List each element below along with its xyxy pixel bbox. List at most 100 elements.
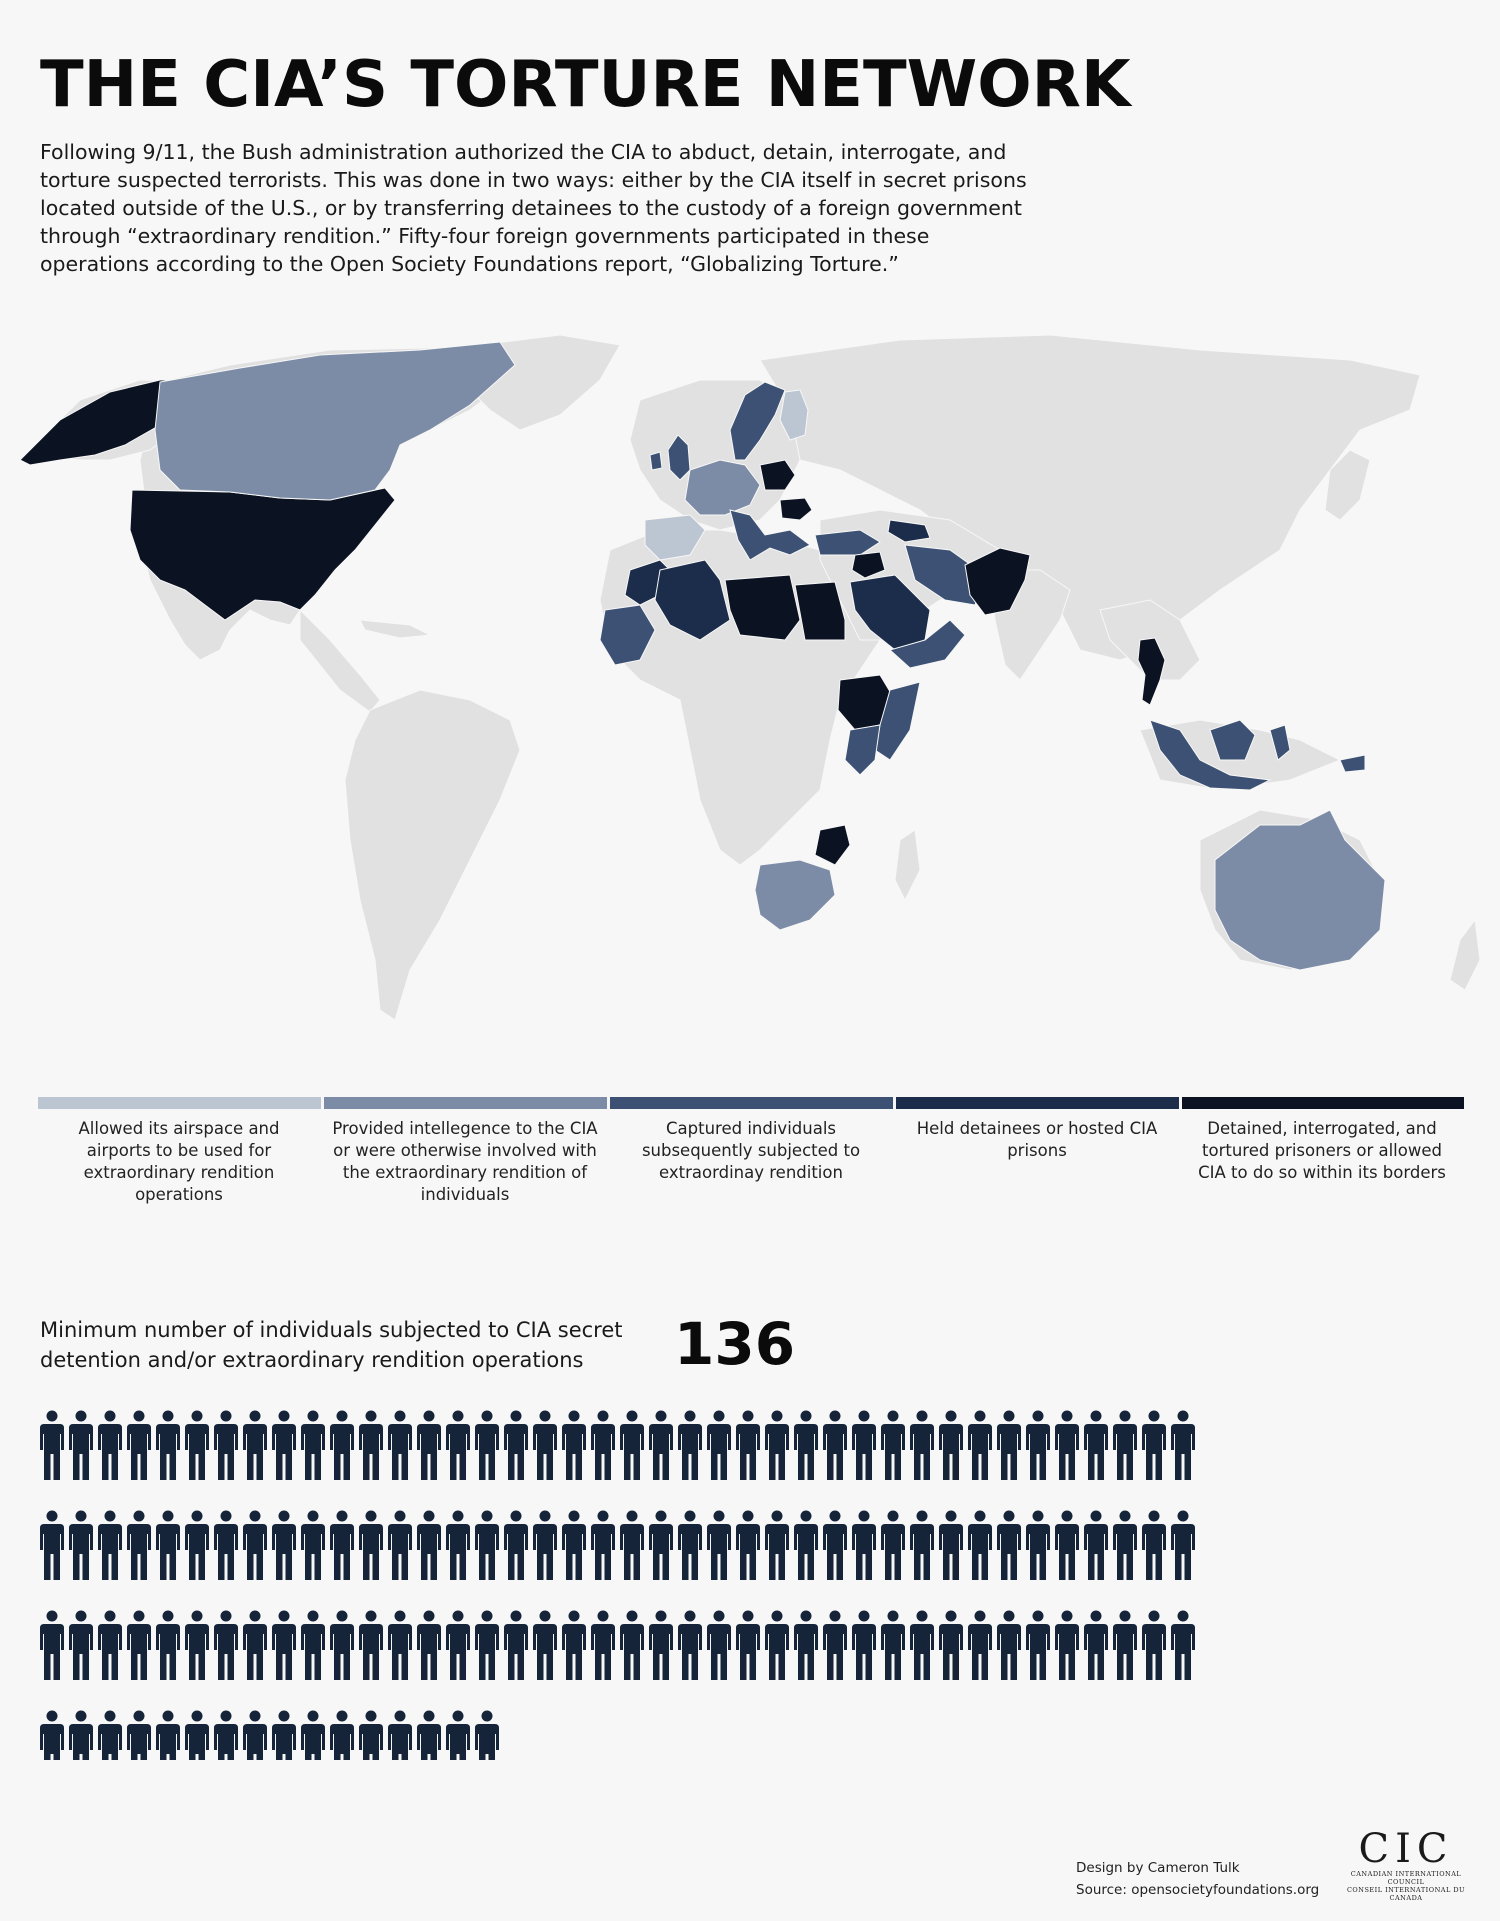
legend-label-5: Detained, interrogated, and tortured pri… [1198, 1119, 1446, 1182]
person-icon [301, 1410, 325, 1480]
person-icon [939, 1410, 963, 1480]
person-icon [1026, 1510, 1050, 1580]
person-icon [1026, 1410, 1050, 1480]
person-icon [881, 1610, 905, 1680]
person-icon [156, 1510, 180, 1580]
person-icon [997, 1610, 1021, 1680]
person-icon [852, 1610, 876, 1680]
highlighted-countries [19, 341, 1386, 971]
person-icon [301, 1510, 325, 1580]
person-icon [1171, 1510, 1195, 1580]
person-icon [533, 1510, 557, 1580]
person-icon [301, 1610, 325, 1680]
person-icon [272, 1710, 296, 1760]
person-icon [968, 1410, 992, 1480]
person-icon [620, 1510, 644, 1580]
person-icon [939, 1610, 963, 1680]
intro-paragraph: Following 9/11, the Bush administration … [40, 140, 1027, 276]
person-icon [1084, 1610, 1108, 1680]
page-title: THE CIA’S TORTURE NETWORK [40, 48, 1131, 122]
logo-mark: CIC [1358, 1826, 1454, 1872]
person-icon [707, 1410, 731, 1480]
person-icon [823, 1410, 847, 1480]
person-icon [1142, 1410, 1166, 1480]
person-icon [678, 1410, 702, 1480]
person-icon [214, 1710, 238, 1760]
person-icon [98, 1510, 122, 1580]
count-label: Minimum number of individuals subjected … [40, 1318, 623, 1372]
person-icon [1113, 1510, 1137, 1580]
person-icon [475, 1710, 499, 1760]
person-icon [678, 1610, 702, 1680]
person-icon [417, 1610, 441, 1680]
country-kenya [844, 724, 881, 776]
person-icon [475, 1610, 499, 1680]
person-icon [359, 1510, 383, 1580]
person-icon [852, 1410, 876, 1480]
person-icon [127, 1710, 151, 1760]
person-icon [185, 1410, 209, 1480]
person-icon [765, 1410, 789, 1480]
person-icon [388, 1510, 412, 1580]
person-icon [156, 1410, 180, 1480]
person-icon [649, 1610, 673, 1680]
person-icon [794, 1610, 818, 1680]
person-icon [243, 1510, 267, 1580]
country-libya [724, 574, 801, 641]
person-icon [939, 1510, 963, 1580]
person-icon [272, 1510, 296, 1580]
country-finland [779, 389, 809, 441]
person-icon [388, 1710, 412, 1760]
country-canada [154, 341, 516, 501]
person-icon [881, 1510, 905, 1580]
credit-block: Design by Cameron Tulk Source: opensocie… [1076, 1857, 1319, 1901]
legend-label-1: Allowed its airspace and airports to be … [78, 1119, 280, 1204]
person-icon [997, 1410, 1021, 1480]
person-icon [794, 1410, 818, 1480]
person-icon [1142, 1510, 1166, 1580]
person-icon [823, 1610, 847, 1680]
person-icon [214, 1610, 238, 1680]
person-icon [736, 1510, 760, 1580]
person-icon [185, 1510, 209, 1580]
person-icon [968, 1510, 992, 1580]
country-egypt [794, 581, 846, 641]
person-icon [591, 1610, 615, 1680]
person-icon [649, 1510, 673, 1580]
person-icon [359, 1610, 383, 1680]
person-icon [823, 1510, 847, 1580]
country-poland [759, 459, 796, 491]
person-icon [40, 1610, 64, 1680]
person-icon [997, 1510, 1021, 1580]
person-icon [562, 1510, 586, 1580]
person-icon [968, 1610, 992, 1680]
person-icon [156, 1610, 180, 1680]
person-icon [69, 1710, 93, 1760]
country-yemen-oman [888, 619, 966, 669]
person-icon [1113, 1410, 1137, 1480]
land-new-zealand [1449, 918, 1481, 991]
person-icon [98, 1610, 122, 1680]
person-icon [1113, 1610, 1137, 1680]
country-romania [779, 497, 813, 521]
source-credit: Source: opensocietyfoundations.org [1076, 1882, 1320, 1898]
person-icon [69, 1410, 93, 1480]
person-icon [40, 1510, 64, 1580]
legend-color-bars [38, 1097, 1464, 1111]
person-icon [388, 1610, 412, 1680]
country-western-europe [684, 459, 761, 516]
person-icon [910, 1510, 934, 1580]
person-icon [533, 1410, 557, 1480]
person-icon [910, 1610, 934, 1680]
country-syria [851, 551, 886, 579]
land-caribbean [359, 619, 432, 639]
person-icon [475, 1510, 499, 1580]
person-icon [649, 1410, 673, 1480]
person-icon [765, 1510, 789, 1580]
person-icon [707, 1610, 731, 1680]
country-turkey [814, 529, 881, 556]
person-icon [678, 1510, 702, 1580]
person-icon [243, 1610, 267, 1680]
person-icon [330, 1710, 354, 1760]
country-malawi-zimbabwe [814, 824, 851, 866]
